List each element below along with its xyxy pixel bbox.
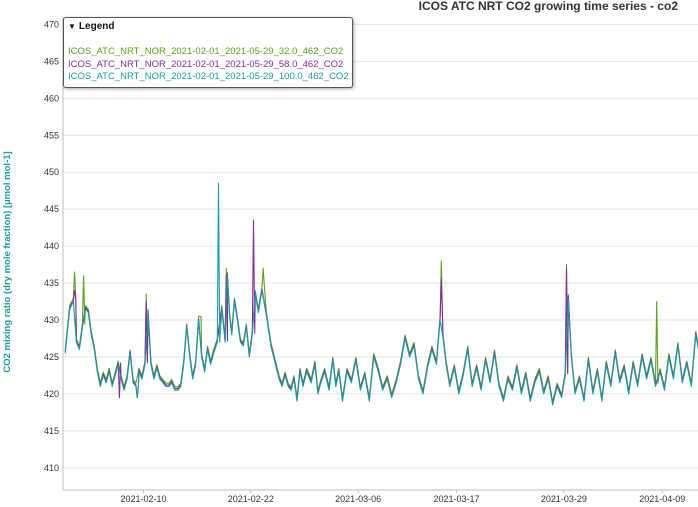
y-tick-label: 460 <box>44 93 59 103</box>
y-tick-label: 455 <box>44 130 59 140</box>
legend-items: ICOS_ATC_NRT_NOR_2021-02-01_2021-05-29_3… <box>68 46 348 84</box>
x-tick-label: 2021-02-10 <box>120 494 166 504</box>
x-tick-label: 2021-04-09 <box>639 494 685 504</box>
legend-title: Legend <box>78 21 115 32</box>
y-tick-label: 410 <box>44 463 59 473</box>
series-line-32m <box>64 260 698 403</box>
y-tick-label: 420 <box>44 389 59 399</box>
x-tick-label: 2021-03-17 <box>433 494 479 504</box>
legend-panel: ▼ Legend ICOS_ATC_NRT_NOR_2021-02-01_2021… <box>63 17 353 88</box>
y-tick-label: 425 <box>44 352 59 362</box>
chart-title: ICOS ATC NRT CO2 growing time series - c… <box>419 0 679 13</box>
x-tick-label: 2021-02-22 <box>228 494 274 504</box>
y-tick-label: 465 <box>44 56 59 66</box>
y-tick-labels: 410 415 420 425 430 435 440 445 450 455 460 465 470 <box>44 19 59 472</box>
y-tick-label: 470 <box>44 19 59 29</box>
legend-item-100m[interactable]: ICOS_ATC_NRT_NOR_2021-02-01_2021-05-29_1… <box>68 71 348 82</box>
series-group <box>64 182 698 406</box>
y-gridlines <box>63 23 698 469</box>
y-tick-label: 440 <box>44 241 59 251</box>
x-tick-labels: 2021-02-10 2021-02-22 2021-03-06 2021-03-17… <box>120 490 685 504</box>
series-line-100m <box>64 182 698 406</box>
collapse-triangle-icon: ▼ <box>68 22 76 31</box>
y-axis-label: CO2 mixing ratio (dry mole fraction) [µm… <box>2 151 13 372</box>
y-tick-label: 415 <box>44 426 59 436</box>
y-tick-label: 435 <box>44 278 59 288</box>
x-tick-label: 2021-03-29 <box>541 494 587 504</box>
y-tick-label: 430 <box>44 315 59 325</box>
x-tick-label: 2021-03-06 <box>335 494 381 504</box>
legend-toggle[interactable]: ▼ Legend <box>68 21 114 32</box>
y-tick-label: 445 <box>44 204 59 214</box>
legend-item-58m[interactable]: ICOS_ATC_NRT_NOR_2021-02-01_2021-05-29_5… <box>68 58 344 70</box>
legend-item-32m[interactable]: ICOS_ATC_NRT_NOR_2021-02-01_2021-05-29_3… <box>68 46 344 57</box>
y-tick-label: 450 <box>44 167 59 177</box>
